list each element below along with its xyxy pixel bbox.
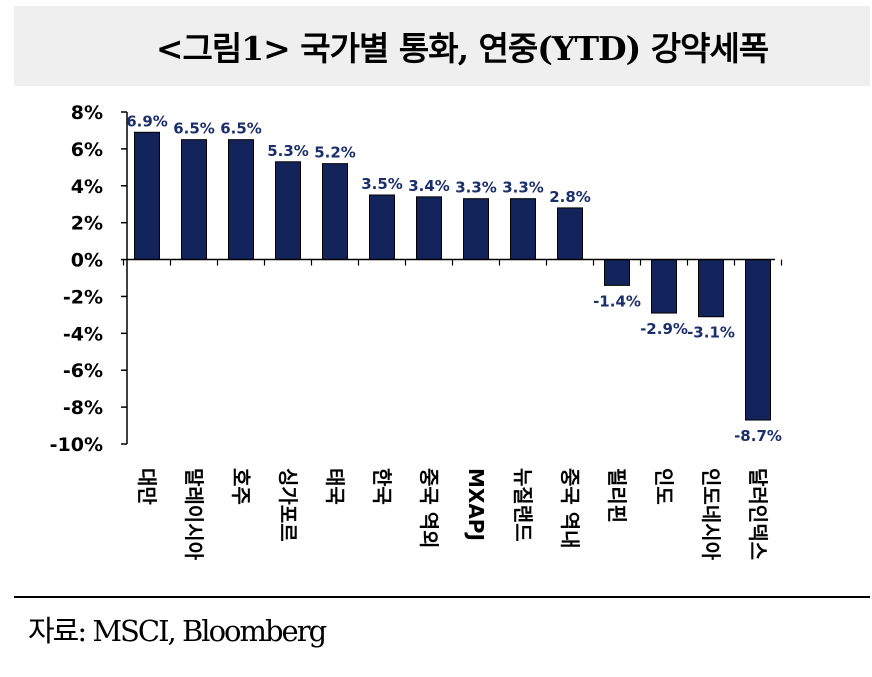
bar — [416, 196, 442, 261]
bar — [275, 161, 301, 261]
category-label: 한국 — [370, 468, 394, 505]
category-label: 호주 — [229, 468, 253, 505]
data-label: 6.5% — [220, 120, 262, 138]
category-label: 대만 — [135, 468, 159, 505]
y-tick-label: 2% — [71, 213, 103, 235]
data-label: 6.9% — [126, 112, 168, 130]
data-label: -8.7% — [734, 427, 782, 445]
category-label: 인도네시아 — [699, 468, 723, 561]
chart-title: <그림1> 국가별 통화, 연중(YTD) 강약세폭 — [155, 29, 769, 68]
data-label: -3.1% — [687, 324, 735, 342]
category-label: 중국 역외 — [417, 468, 441, 549]
category-label: 달러인덱스 — [746, 468, 770, 560]
bar — [181, 139, 207, 261]
data-label: 2.8% — [549, 188, 591, 206]
bar-chart: 8% 6% 4% 2% 0% -2% -4% -6% -8% -10% 6.9% 6.5% 6.5% 5.… — [50, 102, 783, 561]
data-label: -2.9% — [640, 320, 688, 338]
category-label: 싱가포르 — [276, 468, 300, 542]
bar — [698, 259, 724, 318]
category-label: 중국 역내 — [558, 468, 582, 549]
category-label: 필리핀 — [605, 468, 629, 523]
category-label: 태국 — [323, 468, 347, 505]
bar — [369, 194, 395, 261]
category-label: 말레이시아 — [182, 468, 206, 561]
bar — [463, 198, 489, 261]
data-label: 3.4% — [408, 177, 450, 195]
bar — [651, 259, 677, 314]
bar — [745, 259, 771, 421]
bar — [510, 198, 536, 261]
y-tick-label: -8% — [63, 397, 103, 419]
data-label: 6.5% — [173, 120, 215, 138]
bar — [322, 163, 348, 261]
bar — [228, 139, 254, 261]
bar — [557, 207, 583, 261]
y-tick-label: -6% — [63, 360, 103, 382]
y-tick-label: -4% — [63, 323, 103, 345]
title-band: <그림1> 국가별 통화, 연중(YTD) 강약세폭 — [14, 6, 870, 86]
data-label: 5.2% — [314, 144, 356, 162]
source-note: 자료: MSCI, Bloomberg — [28, 614, 327, 648]
data-label: 3.3% — [502, 179, 544, 197]
data-label: 3.5% — [361, 175, 403, 193]
footer-divider — [14, 596, 870, 598]
data-label: 3.3% — [455, 179, 497, 197]
y-tick-label: -2% — [63, 286, 103, 308]
data-label: 5.3% — [267, 142, 309, 160]
category-label: 뉴질랜드 — [511, 468, 535, 542]
category-label: MXAPJ — [464, 468, 488, 541]
y-tick-label: -10% — [50, 434, 103, 456]
y-tick-label: 6% — [71, 139, 103, 161]
category-label: 인도 — [652, 468, 676, 505]
y-tick-label: 0% — [71, 250, 103, 272]
y-tick-label: 8% — [71, 102, 103, 124]
bar — [604, 259, 630, 286]
bar — [134, 131, 160, 261]
y-tick-label: 4% — [71, 176, 103, 198]
data-label: -1.4% — [593, 292, 641, 310]
